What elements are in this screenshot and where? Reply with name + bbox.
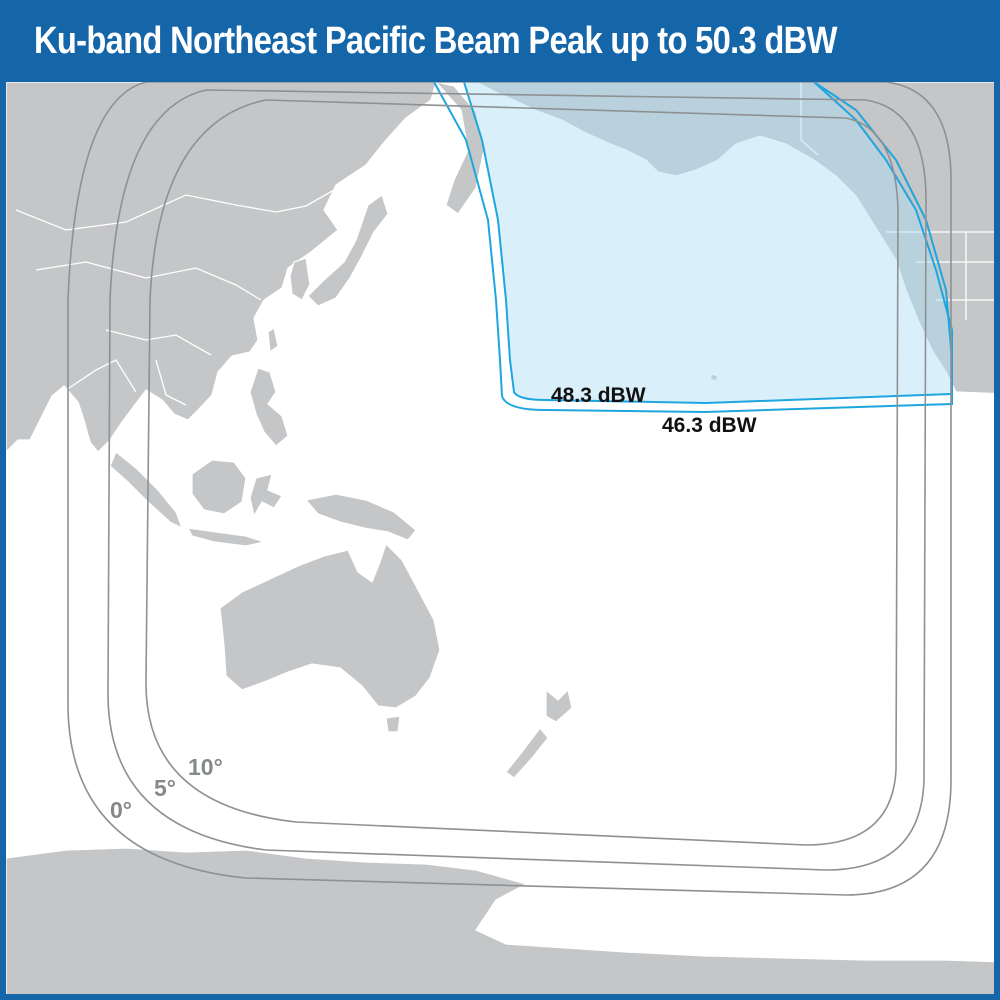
landmass-north-america bbox=[475, 81, 994, 395]
landmass-australia bbox=[219, 542, 441, 709]
elevation-contour-0-deg bbox=[67, 81, 952, 896]
landmass-korea bbox=[289, 257, 311, 301]
coverage-map: 48.3 dBW 46.3 dBW 0° 5° 10° bbox=[6, 81, 994, 994]
landmass-hawaii bbox=[709, 373, 719, 382]
elevation-label-10-deg: 10° bbox=[188, 754, 223, 780]
landmass-new-guinea bbox=[304, 493, 417, 541]
title-bar: Ku-band Northeast Pacific Beam Peak up t… bbox=[6, 0, 994, 82]
landmass-new-zealand bbox=[505, 688, 573, 779]
landmass-sumatra bbox=[109, 451, 184, 530]
beam-contour-46-3-dbw bbox=[433, 81, 953, 414]
landmass-philippines bbox=[249, 367, 289, 447]
beam-label-46-3-dbw: 46.3 dBW bbox=[662, 414, 757, 437]
page-title: Ku-band Northeast Pacific Beam Peak up t… bbox=[34, 19, 837, 62]
elevation-label-5-deg: 5° bbox=[154, 775, 176, 801]
elevation-contour-5-deg bbox=[107, 89, 927, 871]
landmass-japan bbox=[307, 194, 389, 307]
beam-label-48-3-dbw: 48.3 dBW bbox=[551, 384, 646, 407]
landmass-antarctica bbox=[6, 847, 994, 994]
elevation-contour-10-deg bbox=[145, 99, 899, 846]
elevation-label-0-deg: 0° bbox=[110, 797, 132, 823]
landmass-asia bbox=[6, 81, 437, 453]
landmass-sulawesi bbox=[249, 473, 283, 518]
landmass-java bbox=[186, 527, 267, 547]
border-lines-north-america bbox=[800, 82, 994, 320]
beam-contour-48-3-dbw bbox=[463, 81, 953, 405]
landmass-tasmania bbox=[385, 715, 401, 733]
landmass-borneo bbox=[191, 459, 247, 515]
landmass-taiwan bbox=[267, 327, 279, 354]
landmass-kamchatka bbox=[434, 81, 485, 215]
border-lines-asia bbox=[15, 189, 335, 406]
beam-coverage-area bbox=[464, 82, 952, 403]
